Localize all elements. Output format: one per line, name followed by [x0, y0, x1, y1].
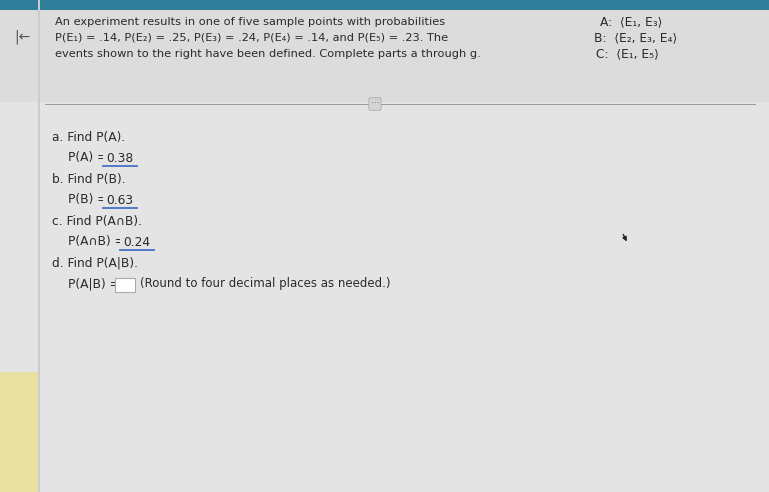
Text: d. Find P(A|B).: d. Find P(A|B).: [52, 256, 138, 270]
Text: c. Find P(A∩B).: c. Find P(A∩B).: [52, 215, 142, 227]
Text: A:  ⟨E₁, E₃⟩: A: ⟨E₁, E₃⟩: [600, 16, 662, 29]
Bar: [103, 152, 137, 166]
Bar: [120, 236, 154, 250]
Bar: [0, 0, 769, 10]
Bar: [38, 0, 40, 492]
Text: 0.38: 0.38: [106, 152, 134, 164]
Text: P(A|B) =: P(A|B) =: [68, 277, 124, 290]
Text: B:  ⟨E₂, E₃, E₄⟩: B: ⟨E₂, E₃, E₄⟩: [594, 31, 677, 44]
Text: |←: |←: [14, 30, 30, 44]
Text: events shown to the right have been defined. Complete parts a through g.: events shown to the right have been defi…: [55, 49, 481, 59]
Text: b. Find P(B).: b. Find P(B).: [52, 173, 125, 185]
Bar: [0, 372, 38, 492]
Text: C:  ⟨E₁, E₅⟩: C: ⟨E₁, E₅⟩: [596, 48, 659, 61]
Text: P(B) =: P(B) =: [68, 193, 112, 207]
Text: P(E₁) = .14, P(E₂) = .25, P(E₃) = .24, P(E₄) = .14, and P(E₅) = .23. The: P(E₁) = .14, P(E₂) = .25, P(E₃) = .24, P…: [55, 33, 448, 43]
Text: ···: ···: [371, 99, 379, 109]
Bar: [0, 10, 769, 102]
Bar: [103, 194, 137, 208]
Text: (Round to four decimal places as needed.): (Round to four decimal places as needed.…: [140, 277, 391, 290]
Text: An experiment results in one of five sample points with probabilities: An experiment results in one of five sam…: [55, 17, 445, 27]
Text: P(A) =: P(A) =: [68, 152, 112, 164]
Text: 0.63: 0.63: [106, 193, 134, 207]
Text: P(A∩B) =: P(A∩B) =: [68, 236, 128, 248]
Bar: [115, 278, 135, 292]
Text: a. Find P(A).: a. Find P(A).: [52, 130, 125, 144]
Text: 0.24: 0.24: [124, 236, 151, 248]
